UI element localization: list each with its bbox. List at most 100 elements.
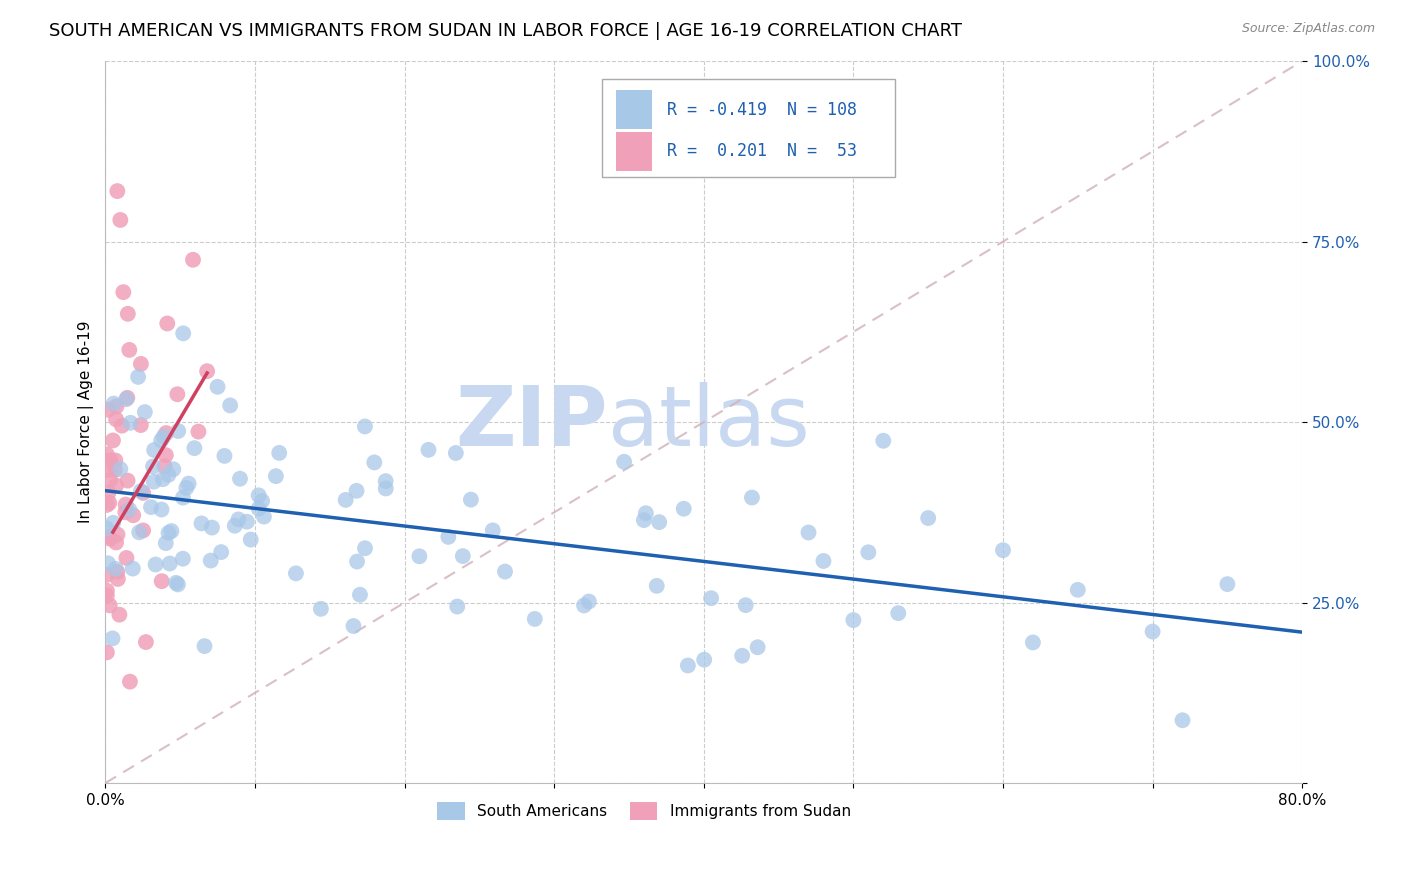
- Point: [1067, 582, 1090, 597]
- Point: [408, 549, 430, 564]
- Point: [152, 429, 174, 443]
- Y-axis label: In Labor Force | Age 16-19: In Labor Force | Age 16-19: [79, 321, 94, 524]
- Point: [374, 482, 396, 496]
- Point: [991, 543, 1014, 558]
- Point: [342, 619, 364, 633]
- Point: [114, 505, 136, 519]
- Point: [121, 561, 143, 575]
- Point: [127, 370, 149, 384]
- Point: [139, 500, 162, 514]
- Legend: South Americans, Immigrants from Sudan: South Americans, Immigrants from Sudan: [432, 796, 856, 826]
- Point: [872, 434, 894, 448]
- Point: [917, 511, 939, 525]
- Point: [481, 524, 503, 538]
- Point: [1142, 624, 1164, 639]
- Point: [167, 424, 190, 438]
- Point: [110, 462, 132, 476]
- Point: [700, 591, 723, 606]
- Point: [111, 418, 134, 433]
- Point: [648, 515, 671, 529]
- Point: [103, 396, 125, 410]
- Point: [155, 536, 177, 550]
- Point: [157, 525, 180, 540]
- Point: [201, 520, 224, 534]
- Point: [176, 481, 198, 495]
- Point: [167, 577, 190, 591]
- Point: [118, 674, 141, 689]
- Point: [98, 496, 121, 510]
- Point: [645, 579, 668, 593]
- Point: [155, 425, 177, 440]
- Point: [132, 486, 155, 500]
- Point: [741, 491, 763, 505]
- Point: [494, 565, 516, 579]
- Bar: [616, 131, 652, 171]
- Point: [129, 418, 152, 433]
- Point: [150, 574, 173, 589]
- Point: [747, 640, 769, 655]
- Point: [150, 502, 173, 516]
- Text: atlas: atlas: [607, 382, 810, 463]
- Point: [346, 483, 368, 498]
- Point: [207, 380, 229, 394]
- Point: [143, 443, 166, 458]
- Point: [354, 419, 377, 434]
- Point: [193, 639, 215, 653]
- Point: [96, 447, 118, 461]
- Point: [159, 557, 181, 571]
- Point: [101, 632, 124, 646]
- Point: [122, 508, 145, 523]
- Point: [152, 472, 174, 486]
- Point: [98, 532, 121, 546]
- Point: [105, 478, 128, 492]
- Point: [114, 498, 136, 512]
- Point: [572, 599, 595, 613]
- Point: [374, 474, 396, 488]
- Text: R = -0.419  N = 108: R = -0.419 N = 108: [666, 101, 856, 119]
- Point: [97, 463, 120, 477]
- Point: [437, 530, 460, 544]
- Point: [165, 575, 187, 590]
- Point: [98, 473, 121, 487]
- Point: [451, 549, 474, 563]
- Point: [1216, 577, 1239, 591]
- Point: [96, 645, 118, 659]
- Point: [134, 405, 156, 419]
- Point: [177, 476, 200, 491]
- Point: [104, 463, 127, 477]
- Point: [634, 506, 657, 520]
- Point: [523, 612, 546, 626]
- Point: [97, 486, 120, 500]
- Point: [96, 529, 118, 543]
- Point: [693, 653, 716, 667]
- Point: [105, 412, 128, 426]
- Text: SOUTH AMERICAN VS IMMIGRANTS FROM SUDAN IN LABOR FORCE | AGE 16-19 CORRELATION C: SOUTH AMERICAN VS IMMIGRANTS FROM SUDAN …: [49, 22, 962, 40]
- Point: [446, 599, 468, 614]
- Point: [132, 524, 155, 538]
- Point: [236, 515, 259, 529]
- Point: [672, 501, 695, 516]
- Point: [117, 474, 139, 488]
- Point: [250, 494, 273, 508]
- Point: [160, 524, 183, 538]
- Point: [105, 535, 128, 549]
- Point: [155, 448, 177, 462]
- Point: [418, 442, 440, 457]
- Point: [172, 326, 194, 341]
- Point: [349, 588, 371, 602]
- Point: [578, 594, 600, 608]
- Point: [96, 583, 118, 598]
- Point: [1022, 635, 1045, 649]
- Point: [247, 501, 270, 516]
- Text: R =  0.201  N =  53: R = 0.201 N = 53: [666, 143, 856, 161]
- Point: [108, 607, 131, 622]
- Point: [229, 472, 252, 486]
- Point: [166, 387, 188, 401]
- Point: [128, 525, 150, 540]
- Point: [162, 462, 184, 476]
- Text: Source: ZipAtlas.com: Source: ZipAtlas.com: [1241, 22, 1375, 36]
- Point: [183, 441, 205, 455]
- Point: [858, 545, 880, 559]
- Point: [96, 521, 118, 535]
- Point: [142, 459, 165, 474]
